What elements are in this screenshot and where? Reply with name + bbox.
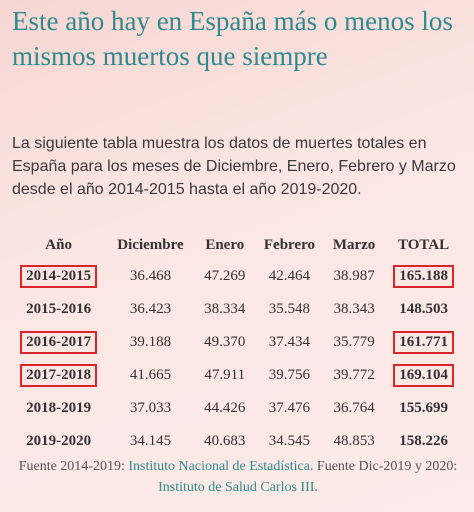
table-cell: 39.772 xyxy=(323,359,385,392)
cell-text: 34.145 xyxy=(129,433,172,449)
table-row: 2018-2019 37.033 44.426 37.476 36.764 155.699 xyxy=(10,392,462,425)
table-cell: 48.853 xyxy=(323,425,385,458)
table-cell: 37.476 xyxy=(256,392,323,425)
table-cell: 44.426 xyxy=(194,392,256,425)
cell-text: 36.423 xyxy=(129,301,172,317)
cell-text: 2019-2020 xyxy=(26,433,92,449)
table-cell: 155.699 xyxy=(385,392,462,425)
cell-text: 35.548 xyxy=(268,301,311,317)
cell-text: 165.188 xyxy=(393,265,454,288)
table-cell: 161.771 xyxy=(385,326,462,359)
table-cell: 2015-2016 xyxy=(10,293,107,326)
table-cell: 39.756 xyxy=(256,359,323,392)
cell-text: 148.503 xyxy=(399,301,448,317)
cell-text: 37.476 xyxy=(268,400,311,416)
cell-text: 49.370 xyxy=(204,334,246,350)
table-cell: 47.911 xyxy=(194,359,256,392)
cell-text: 38.987 xyxy=(333,268,375,284)
column-header: Enero xyxy=(205,236,245,253)
cell-text: 41.665 xyxy=(129,367,172,383)
table-cell: 35.779 xyxy=(323,326,385,359)
cell-text: 44.426 xyxy=(204,400,246,416)
cell-text: 35.779 xyxy=(333,334,375,350)
table-row: 2016-2017 39.188 49.370 37.434 35.779 161.771 xyxy=(10,326,462,359)
table-cell: 2016-2017 xyxy=(10,326,107,359)
cell-text: 37.033 xyxy=(129,400,172,416)
table-cell: 38.343 xyxy=(323,293,385,326)
table-row: 2017-2018 41.665 47.911 39.756 39.772 169.104 xyxy=(10,359,462,392)
table-cell: 2019-2020 xyxy=(10,425,107,458)
cell-text: 161.771 xyxy=(393,331,454,354)
table-cell: 34.545 xyxy=(256,425,323,458)
table-cell: 41.665 xyxy=(107,359,193,392)
table-row: 2014-2015 36.468 47.269 42.464 38.987 165.188 xyxy=(10,260,462,293)
table-cell: 169.104 xyxy=(385,359,462,392)
cell-text: 2015-2016 xyxy=(26,301,92,317)
table-cell: 42.464 xyxy=(256,260,323,293)
cell-text: 36.764 xyxy=(333,400,375,416)
cell-text: 48.853 xyxy=(333,433,375,449)
table-cell: 49.370 xyxy=(194,326,256,359)
table-cell: 36.468 xyxy=(107,260,193,293)
cell-text: 40.683 xyxy=(204,433,246,449)
cell-text: 2018-2019 xyxy=(26,400,92,416)
table-cell: 40.683 xyxy=(194,425,256,458)
source-text: Fuente 2014-2019: xyxy=(18,459,129,474)
cell-text: 34.545 xyxy=(268,433,311,449)
table-cell: 2018-2019 xyxy=(10,392,107,425)
source-link[interactable]: Instituto Nacional de Estadística xyxy=(128,459,310,474)
cell-text: 38.343 xyxy=(333,301,375,317)
cell-text: 38.334 xyxy=(204,301,246,317)
cell-text: 36.468 xyxy=(129,268,172,284)
cell-text: 169.104 xyxy=(393,364,454,387)
source-text: . xyxy=(314,480,318,495)
table-row: 2015-2016 36.423 38.334 35.548 38.343 148.503 xyxy=(10,293,462,326)
source-text: . Fuente Dic-2019 y 2020: xyxy=(309,459,458,474)
table-cell: 38.987 xyxy=(323,260,385,293)
header-row: Año Diciembre Enero Febrero Marzo TOTAL xyxy=(10,230,462,260)
table-cell: 165.188 xyxy=(385,260,462,293)
cell-text: 158.226 xyxy=(399,433,448,449)
cell-text: 2014-2015 xyxy=(20,265,98,288)
table-cell: 2017-2018 xyxy=(10,359,107,392)
cell-text: 47.911 xyxy=(204,367,246,383)
table-cell: 36.764 xyxy=(323,392,385,425)
cell-text: 42.464 xyxy=(268,268,311,284)
table-cell: 39.188 xyxy=(107,326,193,359)
table-cell: 36.423 xyxy=(107,293,193,326)
cell-text: 39.772 xyxy=(333,367,375,383)
source: Fuente 2014-2019: Instituto Nacional de … xyxy=(8,456,468,498)
intro: La siguiente tabla muestra los datos de … xyxy=(12,135,456,198)
cell-text: 155.699 xyxy=(399,400,448,416)
table-cell: 2014-2015 xyxy=(10,260,107,293)
table-cell: 37.434 xyxy=(256,326,323,359)
table-cell: 148.503 xyxy=(385,293,462,326)
table-cell: 47.269 xyxy=(194,260,256,293)
column-header: Marzo xyxy=(332,236,376,253)
table-cell: 35.548 xyxy=(256,293,323,326)
column-header: TOTAL xyxy=(398,236,450,253)
column-header: Febrero xyxy=(263,236,315,253)
table-cell: 34.145 xyxy=(107,425,193,458)
table-cell: 158.226 xyxy=(385,425,462,458)
cell-text: 37.434 xyxy=(268,334,311,350)
column-header: Año xyxy=(45,236,72,253)
title: Este año hay en España más o menos los m… xyxy=(12,6,453,71)
table-row: 2019-2020 34.145 40.683 34.545 48.853 158.226 xyxy=(10,425,462,458)
column-header: Diciembre xyxy=(117,236,184,253)
cell-text: 39.188 xyxy=(129,334,172,350)
source-link[interactable]: Instituto de Salud Carlos III xyxy=(158,480,315,495)
table-cell: 38.334 xyxy=(194,293,256,326)
cell-text: 47.269 xyxy=(204,268,246,284)
table: Año Diciembre Enero Febrero Marzo TOTAL 2014-2… xyxy=(10,230,462,458)
table-cell: 37.033 xyxy=(107,392,193,425)
cell-text: 2017-2018 xyxy=(20,364,98,387)
cell-text: 2016-2017 xyxy=(20,331,98,354)
cell-text: 39.756 xyxy=(268,367,311,383)
